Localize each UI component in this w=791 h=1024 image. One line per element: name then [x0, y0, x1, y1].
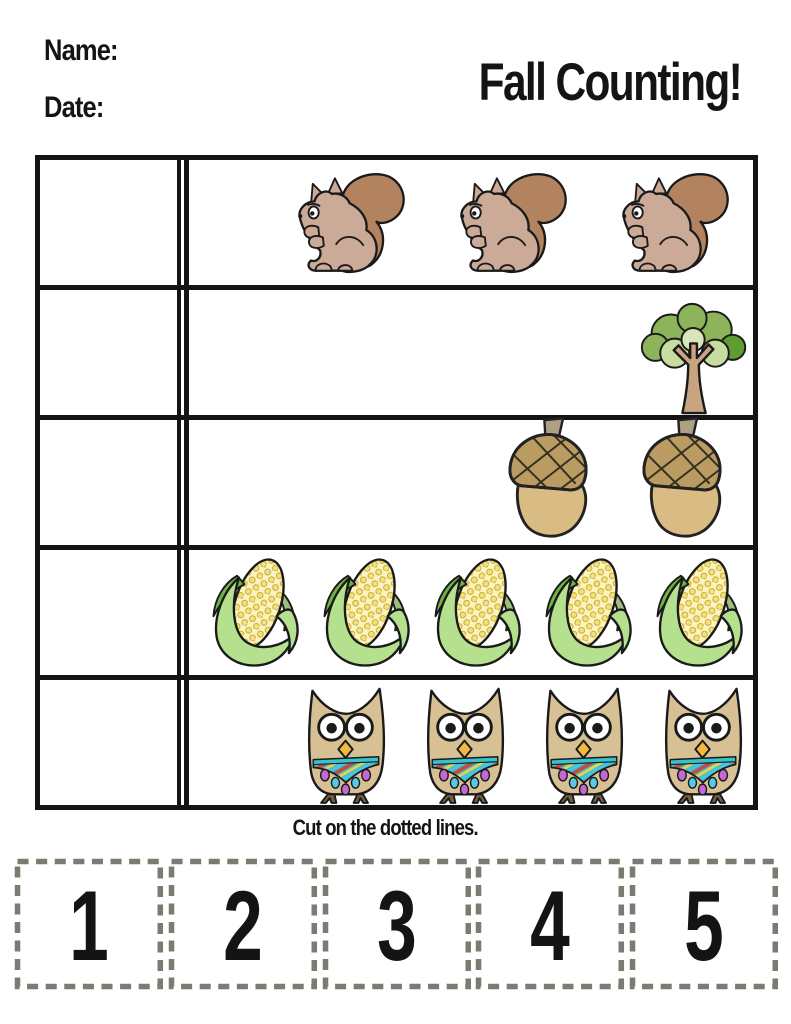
picture-cell-owls — [184, 680, 753, 805]
owl-image — [538, 683, 630, 804]
count-row-corn — [35, 545, 758, 680]
card-number: 3 — [376, 870, 417, 981]
owl-image — [419, 683, 511, 804]
number-card-1: 1 — [14, 858, 164, 990]
picture-cell-corn — [184, 550, 753, 675]
dashed-border — [168, 858, 317, 990]
count-row-acorns — [35, 415, 758, 550]
count-row-owls — [35, 675, 758, 810]
number-card-4: 4 — [475, 858, 625, 990]
dashed-border — [322, 858, 471, 990]
date-label: Date: — [44, 91, 104, 124]
corn-image — [316, 555, 414, 670]
answer-box-tree — [40, 290, 181, 415]
corn-image — [205, 555, 303, 670]
corn-image — [649, 555, 747, 670]
count-row-tree — [35, 285, 758, 420]
dashed-border — [476, 858, 625, 990]
number-card-3: 3 — [322, 858, 472, 990]
answer-box-corn — [40, 550, 181, 675]
squirrel-image — [447, 169, 569, 280]
count-row-squirrels — [35, 155, 758, 290]
corn-image — [427, 555, 525, 670]
counting-table — [35, 155, 758, 810]
picture-cell-tree — [184, 290, 753, 415]
card-number: 4 — [530, 870, 571, 981]
instructions-text: Cut on the dotted lines. — [0, 817, 771, 840]
number-card-2: 2 — [168, 858, 318, 990]
squirrel-image — [285, 169, 407, 280]
owl-image — [300, 683, 392, 804]
page-title: Fall Counting! — [478, 53, 742, 112]
dashed-border — [14, 858, 164, 990]
acorn-image — [493, 415, 605, 541]
card-number: 2 — [222, 870, 263, 981]
name-label: Name: — [44, 34, 119, 67]
corn-image — [538, 555, 636, 670]
number-card-5: 5 — [629, 858, 779, 990]
acorn-image — [627, 415, 739, 541]
dashed-border — [629, 858, 779, 990]
card-number: 5 — [684, 870, 724, 981]
number-cards: 1 2 3 4 5 — [14, 858, 779, 990]
picture-cell-acorns — [184, 420, 753, 545]
answer-box-squirrels — [40, 160, 181, 285]
tree-image — [638, 299, 752, 415]
squirrel-image — [609, 169, 731, 280]
answer-box-owls — [40, 680, 181, 805]
instructions-label: Cut on the dotted lines. — [292, 815, 479, 840]
answer-box-acorns — [40, 420, 181, 545]
owl-image — [657, 683, 749, 804]
picture-cell-squirrels — [184, 160, 753, 285]
card-number: 1 — [69, 870, 109, 981]
